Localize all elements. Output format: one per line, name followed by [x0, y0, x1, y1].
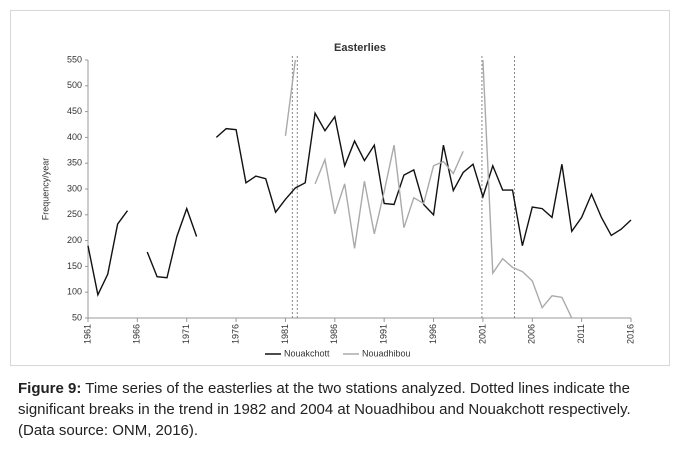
x-tick-label: 2006: [527, 324, 537, 344]
x-tick-label: 2011: [576, 324, 586, 343]
y-tick-label: 100: [67, 287, 82, 297]
y-tick-label: 350: [67, 158, 82, 168]
figure-frame: [10, 10, 670, 366]
x-tick-label: 1961: [82, 324, 92, 344]
y-tick-label: 200: [67, 235, 82, 245]
y-tick-label: 400: [67, 132, 82, 142]
x-tick-label: 1966: [132, 324, 142, 344]
x-tick-label: 1971: [181, 324, 191, 344]
y-tick-label: 150: [67, 261, 82, 271]
caption-text: Time series of the easterlies at the two…: [18, 380, 631, 439]
chart: Easterlies Frequency/year 50 100 150 200 250…: [40, 42, 635, 358]
chart-title: Easterlies: [334, 42, 386, 54]
x-tick-label: 1986: [329, 324, 339, 344]
caption: Figure 9: Time series of the easterlies …: [18, 378, 668, 441]
x-tick-label: 1996: [428, 324, 438, 344]
x-tick-label: 1991: [379, 324, 389, 344]
y-tick-label: 50: [72, 312, 82, 322]
y-tick-label: 500: [67, 80, 82, 90]
series-line: [87, 111, 632, 297]
x-tick-label: 2016: [625, 324, 635, 344]
x-tick-label: 1981: [280, 324, 290, 344]
legend-label: Nouadhibou: [362, 348, 411, 358]
y-axis-label: Frequency/year: [40, 158, 50, 221]
y-tick-label: 450: [67, 106, 82, 116]
x-tick-label: 1976: [230, 324, 240, 344]
x-tick-label: 2001: [477, 324, 487, 344]
y-tick-label: 550: [67, 54, 82, 64]
y-tick-label: 250: [67, 209, 82, 219]
series-line: [284, 59, 573, 319]
caption-label: Figure 9:: [18, 380, 82, 397]
legend-label: Nouakchott: [284, 348, 330, 358]
y-tick-label: 300: [67, 183, 82, 193]
